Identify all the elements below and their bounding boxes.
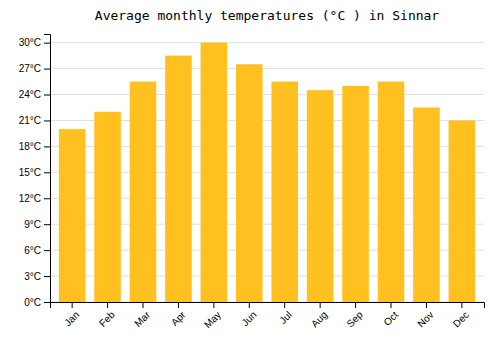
y-tick: 24°C	[19, 89, 50, 100]
y-tick-mark	[44, 43, 50, 44]
x-tick-label: May	[202, 309, 223, 330]
y-tick: 21°C	[19, 115, 50, 126]
y-tick-label: 9°C	[24, 219, 41, 230]
x-tick: Jan	[62, 302, 81, 328]
y-tick-label: 12°C	[19, 193, 41, 204]
bar	[236, 64, 263, 302]
x-tick-mark	[461, 302, 462, 308]
x-tick-mark	[178, 302, 179, 308]
x-axis-line	[51, 303, 485, 309]
y-tick-label: 15°C	[19, 167, 41, 178]
y-tick: 30°C	[19, 37, 50, 48]
x-tick-mark	[72, 302, 73, 308]
x-tick-mark	[355, 302, 356, 308]
bar	[449, 120, 476, 302]
x-tick: May	[202, 302, 223, 330]
y-tick-mark	[44, 95, 50, 96]
y-tick-mark	[44, 69, 50, 70]
x-tick-label: Apr	[169, 309, 188, 328]
y-tick-mark	[44, 224, 50, 225]
y-tick-label: 6°C	[24, 245, 41, 256]
x-tick-mark	[426, 302, 427, 308]
plot: 0°C 3°C 6°C 9°C 12°C 15°C 18°C 21°C 24°C 27°C 30°C…	[19, 35, 485, 331]
x-tick: Sep	[344, 302, 365, 329]
grid	[50, 43, 484, 302]
y-tick-mark	[44, 120, 50, 121]
x-tick: Nov	[415, 302, 435, 329]
bar	[413, 107, 440, 302]
y-tick: 3°C	[24, 271, 50, 282]
y-tick-mark	[44, 198, 50, 199]
bar	[271, 82, 298, 302]
x-tick-label: Mar	[132, 309, 152, 329]
grid-line	[50, 94, 484, 95]
x-tick: Mar	[132, 302, 152, 329]
x-tick-mark	[249, 302, 250, 308]
x-tick-mark	[284, 302, 285, 308]
y-tick-label: 3°C	[24, 271, 41, 282]
bar	[342, 86, 369, 302]
y-tick-label: 21°C	[19, 115, 41, 126]
x-tick-mark	[391, 302, 392, 308]
y-tick: 12°C	[19, 193, 50, 204]
y-tick-mark	[44, 146, 50, 147]
x-axis: Jan Feb Mar Apr May Jun Jul Aug Sep Oct Nov Dec	[51, 302, 485, 330]
y-tick: 18°C	[19, 141, 50, 152]
x-tick-mark	[143, 302, 144, 308]
x-tick-label: Sep	[344, 309, 365, 330]
y-tick: 0°C	[24, 297, 50, 308]
x-tick: Jul	[277, 302, 294, 326]
bar	[165, 56, 192, 302]
x-tick-mark	[213, 302, 214, 308]
x-tick-label: Oct	[381, 309, 400, 328]
y-tick: 15°C	[19, 167, 50, 178]
grid-line	[50, 42, 484, 43]
y-tick: 27°C	[19, 63, 50, 74]
bars	[59, 43, 475, 302]
x-tick-label: Nov	[415, 309, 435, 329]
bar	[94, 112, 121, 302]
y-tick-mark	[44, 250, 50, 251]
y-tick-mark	[44, 276, 50, 277]
bar	[201, 43, 228, 302]
x-tick-label: Jul	[277, 309, 294, 326]
x-tick: Feb	[97, 302, 117, 329]
x-tick-mark	[320, 302, 321, 308]
x-tick-label: Jun	[239, 309, 258, 328]
x-tick-label: Feb	[97, 309, 117, 329]
y-axis-line	[44, 35, 51, 303]
y-tick: 6°C	[24, 245, 50, 256]
x-tick-label: Aug	[309, 309, 329, 329]
y-tick-label: 18°C	[19, 141, 41, 152]
x-tick: Oct	[381, 302, 400, 328]
x-tick: Aug	[309, 302, 329, 329]
y-tick-label: 0°C	[24, 297, 41, 308]
x-tick: Jun	[239, 302, 258, 328]
y-tick-mark	[44, 172, 50, 173]
y-tick: 9°C	[24, 219, 50, 230]
x-tick-label: Dec	[451, 309, 471, 329]
y-tick-mark	[44, 302, 50, 303]
chart: 0°C 3°C 6°C 9°C 12°C 15°C 18°C 21°C 24°C 27°C 30°C…	[0, 0, 500, 350]
bar	[307, 90, 334, 302]
x-tick-label: Jan	[62, 309, 81, 328]
title: Average monthly temperatures (°C ) in Si…	[95, 8, 440, 23]
x-tick: Apr	[169, 302, 188, 328]
x-tick-mark	[107, 302, 108, 308]
x-tick: Dec	[451, 302, 471, 329]
grid-line	[50, 68, 484, 69]
bar	[130, 82, 157, 302]
y-tick-label: 27°C	[19, 63, 41, 74]
y-tick-label: 30°C	[19, 37, 41, 48]
bar	[378, 82, 405, 302]
bar	[59, 129, 86, 302]
y-axis: 0°C 3°C 6°C 9°C 12°C 15°C 18°C 21°C 24°C 27°C 30°C	[19, 35, 51, 308]
y-tick-label: 24°C	[19, 89, 41, 100]
